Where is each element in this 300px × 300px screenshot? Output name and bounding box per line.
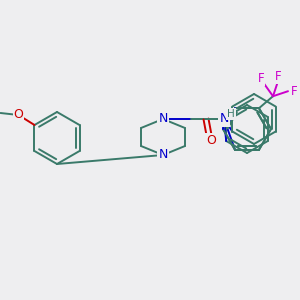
Text: F: F: [275, 70, 281, 83]
Text: N: N: [219, 112, 229, 125]
Text: H: H: [227, 109, 235, 119]
Text: N: N: [158, 112, 168, 125]
Text: F: F: [291, 85, 297, 98]
Text: O: O: [14, 109, 23, 122]
Text: F: F: [258, 72, 264, 85]
Text: N: N: [158, 148, 168, 161]
Text: O: O: [206, 134, 216, 146]
